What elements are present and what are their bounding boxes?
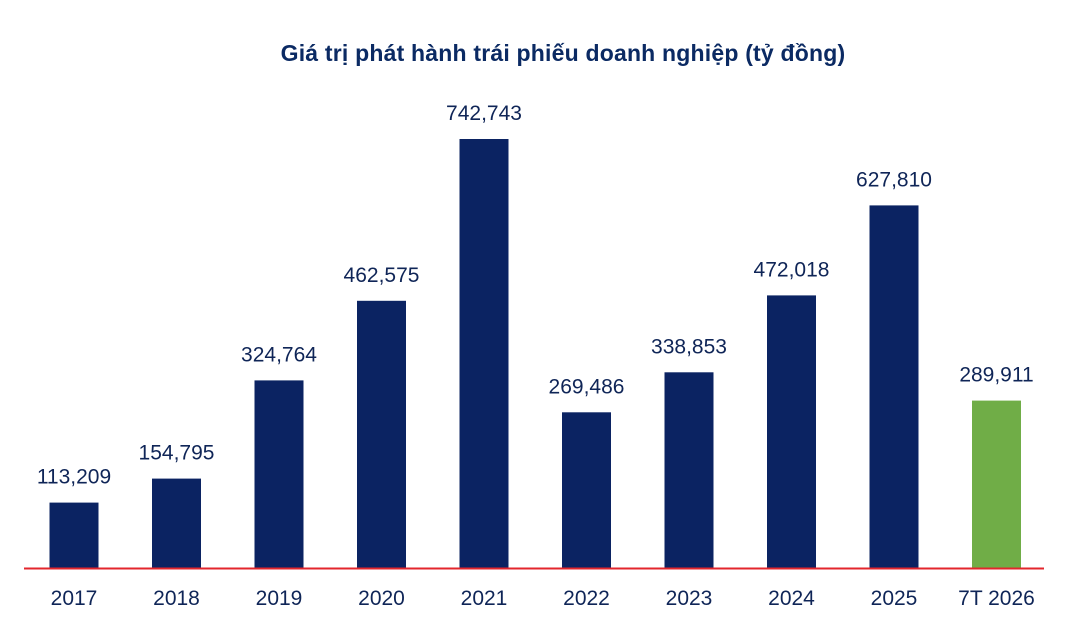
bar-2023 xyxy=(664,372,714,568)
x-tick-label: 2020 xyxy=(358,587,405,610)
x-tick-label: 2022 xyxy=(563,587,610,610)
chart-title: Giá trị phát hành trái phiếu doanh nghiệ… xyxy=(280,40,846,66)
x-tick-label: 2025 xyxy=(871,587,918,610)
x-tick-label: 2018 xyxy=(153,587,200,610)
data-label: 627,810 xyxy=(856,168,932,191)
data-label: 113,209 xyxy=(37,466,111,489)
data-label: 324,764 xyxy=(241,343,317,366)
data-label: 462,575 xyxy=(344,264,420,287)
bar-2020 xyxy=(357,300,406,568)
data-label: 338,853 xyxy=(651,335,727,358)
data-label: 269,486 xyxy=(549,375,625,398)
x-tick-label: 2024 xyxy=(768,587,815,610)
data-label: 472,018 xyxy=(754,258,830,281)
data-label: 154,795 xyxy=(139,442,215,465)
x-tick-label: 2021 xyxy=(461,587,508,610)
bar-2021 xyxy=(459,139,509,568)
x-tick-label: 7T 2026 xyxy=(958,587,1035,610)
bar-2024 xyxy=(767,295,816,568)
bar-2019 xyxy=(254,380,304,568)
data-label: 742,743 xyxy=(446,102,522,125)
x-tick-label: 2023 xyxy=(666,587,713,610)
bar-2018 xyxy=(152,478,201,568)
bar-7t-2026 xyxy=(972,400,1021,568)
data-label: 289,911 xyxy=(959,364,1033,387)
bar-2022 xyxy=(562,412,611,568)
x-tick-label: 2019 xyxy=(256,587,303,610)
bar-2017 xyxy=(49,502,99,568)
bar-2025 xyxy=(869,205,919,568)
x-tick-label: 2017 xyxy=(51,587,98,610)
